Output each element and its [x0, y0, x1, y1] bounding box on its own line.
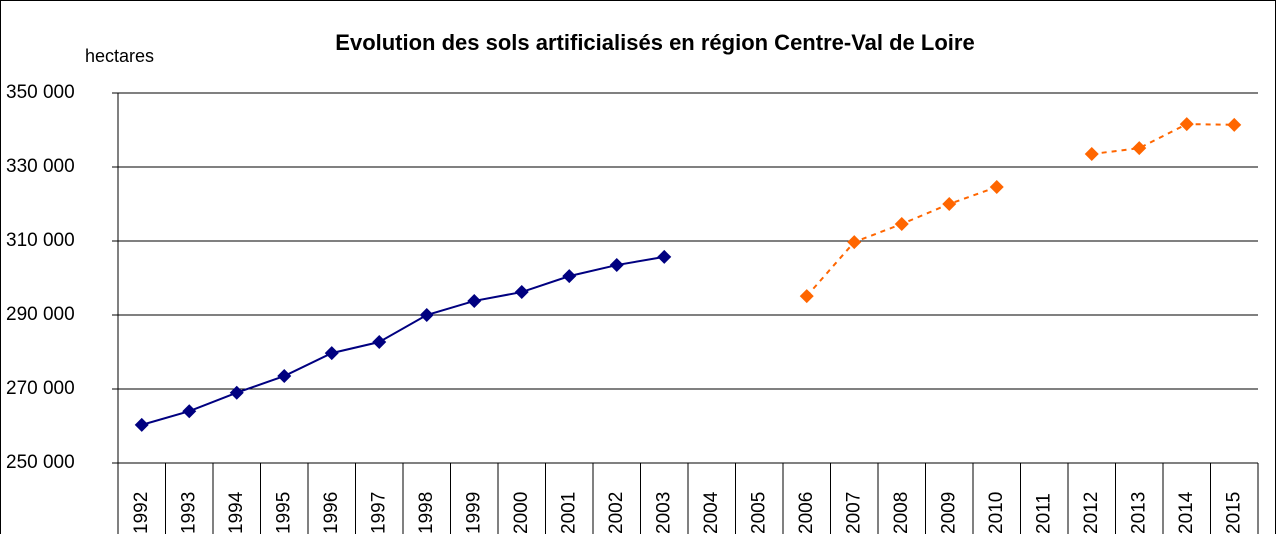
y-axis-label: hectares [85, 46, 154, 66]
x-tick-label: 2009 [938, 492, 959, 534]
data-point [799, 289, 814, 304]
data-point [467, 293, 482, 308]
y-tick-label: 350 000 [6, 82, 75, 103]
x-tick-label: 1994 [226, 491, 247, 534]
x-tick-label: 1993 [178, 492, 199, 534]
x-tick-label: 2011 [1033, 493, 1054, 534]
x-tick-label: 2002 [606, 492, 627, 534]
y-tick-label: 250 000 [6, 452, 75, 473]
x-tick-label: 2014 [1176, 491, 1197, 534]
chart-title: Evolution des sols artificialisés en rég… [335, 30, 974, 55]
x-tick-label: 2013 [1128, 492, 1149, 534]
data-point [277, 369, 292, 384]
data-point [847, 235, 862, 250]
data-point [657, 249, 672, 264]
x-tick-label: 2015 [1223, 492, 1244, 534]
y-tick-label: 270 000 [6, 378, 75, 399]
data-point [324, 346, 339, 361]
x-tick-label: 1998 [416, 492, 437, 534]
x-tick-label: 1996 [321, 492, 342, 534]
x-tick-label: 2000 [511, 492, 532, 534]
x-tick-label: 1995 [273, 492, 294, 534]
data-point [942, 197, 957, 211]
x-tick-label: 2010 [986, 492, 1007, 534]
x-tick-label: 2006 [796, 492, 817, 534]
data-point [182, 404, 197, 419]
x-tick-label: 2003 [653, 492, 674, 534]
data-point [989, 179, 1004, 194]
data-point [134, 417, 149, 432]
data-point [1227, 117, 1242, 132]
data-point [894, 216, 909, 231]
data-point [609, 258, 624, 273]
series-line [141, 255, 665, 426]
data-point [229, 385, 244, 400]
x-tick-label: 2012 [1081, 492, 1102, 534]
x-tick-label: 2004 [701, 491, 722, 534]
x-tick-label: 1992 [131, 492, 152, 534]
data-point [1084, 147, 1099, 162]
y-tick-label: 310 000 [6, 230, 75, 251]
data-point [1179, 117, 1194, 132]
x-tick-label: 2007 [843, 492, 864, 534]
data-point [372, 335, 387, 350]
x-tick-label: 2005 [748, 492, 769, 534]
x-tick-label: 1997 [368, 492, 389, 534]
x-tick-label: 2008 [891, 492, 912, 534]
x-tick-label: 1999 [463, 492, 484, 534]
x-tick-label: 2001 [558, 492, 579, 534]
data-point [419, 308, 434, 322]
data-point [562, 269, 577, 284]
y-tick-label: 330 000 [6, 156, 75, 177]
y-tick-label: 290 000 [6, 304, 75, 325]
data-point [514, 285, 529, 300]
data-point [1132, 141, 1147, 156]
